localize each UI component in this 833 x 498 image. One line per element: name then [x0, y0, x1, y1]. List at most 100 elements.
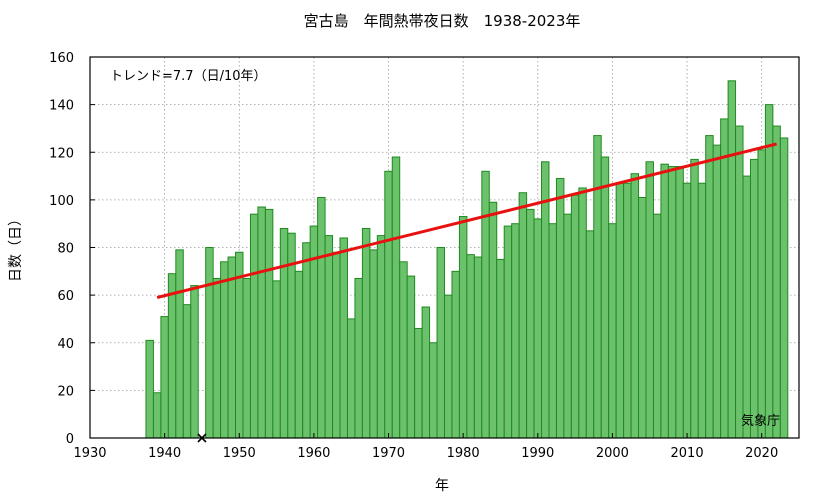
- bar-1950: [235, 251, 244, 439]
- bar-1978: [444, 294, 453, 439]
- bar-1989: [526, 208, 535, 439]
- x-axis-label: 年: [435, 478, 449, 494]
- bar-1999: [600, 156, 610, 439]
- bar-1977: [436, 247, 446, 439]
- x-ticks: 1930 1940 1950 1960 1970 1980 1990 2000 2010 2020: [73, 433, 778, 461]
- y-tick-label: 20: [57, 384, 74, 399]
- bar-1962: [324, 235, 334, 439]
- y-tick-label: 160: [49, 51, 74, 66]
- bar-1939: [152, 392, 162, 439]
- bar-1998: [593, 135, 602, 439]
- bar-1982: [473, 256, 483, 439]
- bar-1969: [376, 235, 386, 439]
- bar-1961: [317, 196, 326, 439]
- bar-1965: [346, 318, 356, 439]
- bar-1942: [175, 249, 184, 439]
- bar-1943: [182, 304, 192, 439]
- y-tick-label: 100: [49, 194, 74, 209]
- bar-1980: [458, 216, 468, 439]
- x-tick-label: 1940: [148, 446, 181, 461]
- bar-1941: [167, 273, 177, 439]
- bar-1988: [518, 192, 528, 439]
- y-tick-label: 140: [49, 99, 74, 114]
- bar-1944: [190, 285, 199, 439]
- y-ticks: 0 20 40 60 80 100 120 140 160: [49, 51, 95, 447]
- x-tick-label: 1970: [372, 446, 405, 461]
- bar-2008: [667, 166, 677, 439]
- bar-1972: [399, 261, 408, 439]
- bar-1996: [578, 187, 587, 439]
- trend-line: [156, 142, 777, 299]
- x-tick-label: 1960: [297, 446, 330, 461]
- bar-2007: [660, 163, 669, 439]
- bar-2001: [615, 182, 625, 439]
- bar-1948: [220, 261, 229, 439]
- bar-1973: [406, 275, 416, 439]
- bar-1953: [257, 206, 266, 439]
- x-tick-label: 2000: [596, 446, 629, 461]
- y-tick-label: 60: [57, 289, 74, 304]
- bar-2023: [779, 137, 789, 439]
- source-label: 気象庁: [741, 413, 780, 429]
- bar-2010: [682, 182, 692, 439]
- bar-2018: [742, 175, 751, 439]
- bar-1995: [570, 194, 580, 439]
- bars: [145, 80, 789, 439]
- chart-title: 宮古島 年間熱帯夜日数 1938-2023年: [304, 12, 581, 30]
- x-tick-label: 2010: [671, 446, 704, 461]
- bar-2020: [757, 149, 766, 439]
- bar-2019: [749, 158, 759, 439]
- bar-2011: [690, 158, 699, 439]
- bar-2005: [645, 161, 654, 439]
- bar-1938: [145, 339, 154, 439]
- bar-1947: [212, 277, 222, 439]
- bar-1968: [369, 249, 378, 439]
- bar-1952: [249, 213, 259, 439]
- bar-1987: [511, 223, 520, 439]
- bar-1992: [548, 223, 557, 439]
- y-tick-label: 80: [57, 242, 74, 257]
- bar-2012: [697, 182, 707, 439]
- bar-1979: [451, 270, 460, 439]
- bar-1959: [302, 242, 311, 439]
- x-tick-label: 1930: [73, 446, 106, 461]
- bar-1983: [481, 170, 490, 439]
- bar-1958: [294, 270, 304, 439]
- bar-2013: [705, 135, 714, 439]
- bar-2015: [720, 118, 729, 439]
- bar-2017: [735, 125, 744, 439]
- x-tick-label: 1980: [447, 446, 480, 461]
- bar-1990: [533, 218, 543, 439]
- bar-1966: [354, 277, 363, 439]
- bar-2016: [727, 80, 737, 439]
- bar-1984: [488, 201, 498, 439]
- bar-1954: [264, 208, 274, 439]
- bar-1951: [242, 277, 251, 439]
- bar-1963: [332, 251, 341, 439]
- bar-2014: [712, 144, 722, 439]
- bar-2004: [638, 196, 647, 439]
- bar-2006: [652, 213, 662, 439]
- bar-1971: [391, 156, 401, 439]
- x-tick-label: 1990: [521, 446, 554, 461]
- trend-line-group: [156, 142, 777, 299]
- bar-2022: [772, 125, 781, 439]
- x-tick-label: 2020: [745, 446, 778, 461]
- bar-2000: [608, 223, 617, 439]
- bar-2003: [630, 173, 640, 439]
- bar-2002: [623, 182, 632, 439]
- bar-1997: [585, 230, 595, 439]
- bar-1940: [160, 316, 169, 439]
- bar-1994: [563, 213, 572, 439]
- bar-1976: [429, 342, 438, 439]
- bar-1986: [503, 225, 513, 439]
- y-tick-label: 40: [57, 337, 74, 352]
- bar-1974: [414, 327, 423, 439]
- bar-1956: [279, 227, 289, 439]
- bar-1967: [361, 227, 371, 439]
- bar-2009: [675, 166, 684, 439]
- trend-label: トレンド=7.7（日/10年）: [110, 69, 267, 84]
- bar-1985: [496, 258, 505, 439]
- bar-2021: [764, 104, 774, 439]
